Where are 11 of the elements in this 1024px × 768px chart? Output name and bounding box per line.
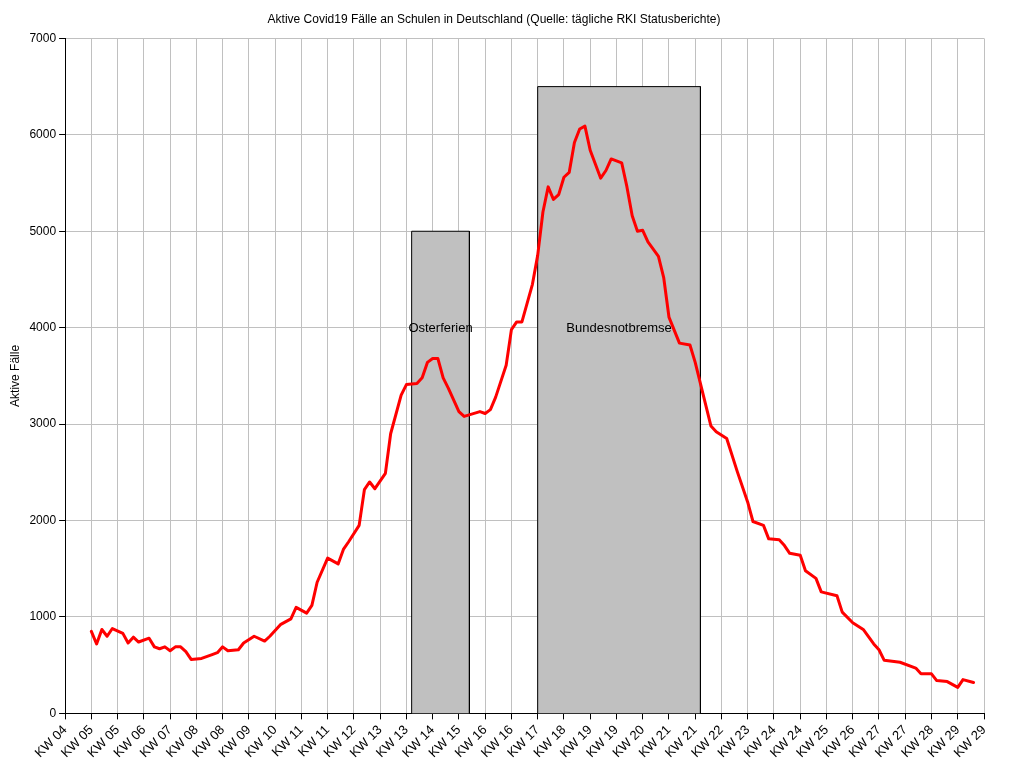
chart-title: Aktive Covid19 Fälle an Schulen in Deutschland (Quelle: tägliche RKI Statusberichte) bbox=[267, 11, 721, 26]
y-axis-title: Aktive Fälle bbox=[7, 344, 22, 407]
y-tick-label: 0 bbox=[49, 705, 57, 720]
y-tick-label: 3000 bbox=[29, 416, 57, 431]
y-tick-label: 7000 bbox=[29, 30, 57, 45]
y-tick-label: 1000 bbox=[29, 609, 57, 624]
y-tick-label: 2000 bbox=[29, 512, 57, 527]
y-tick-label: 6000 bbox=[29, 127, 57, 142]
y-tick-label: 4000 bbox=[29, 319, 57, 334]
series-label: Bundesnotbremse bbox=[566, 320, 672, 336]
y-tick-label: 5000 bbox=[29, 223, 57, 238]
